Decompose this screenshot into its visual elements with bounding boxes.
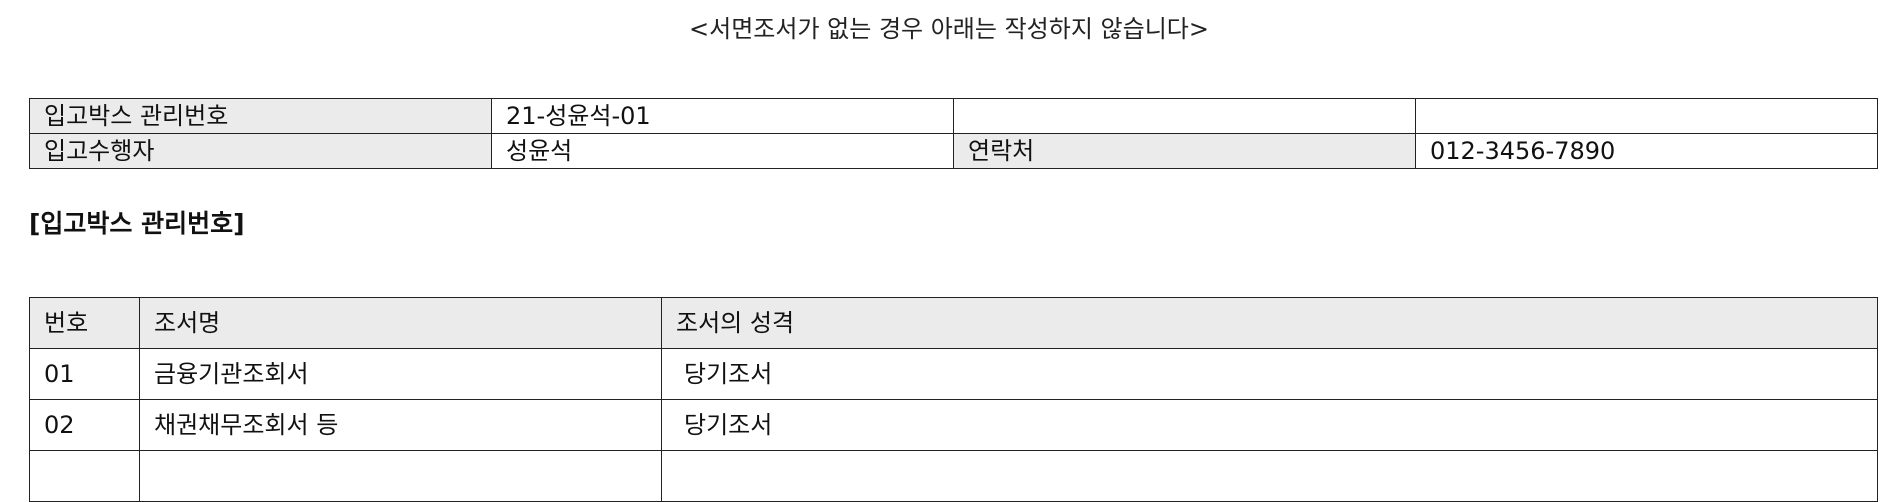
- box-id-label: 입고박스 관리번호: [29, 98, 492, 134]
- box-info-table: 입고박스 관리번호 21-성윤석-01 입고수행자 성윤석 연락처 012-34…: [29, 98, 1878, 169]
- header-number: 번호: [29, 297, 140, 349]
- performer-value: 성윤석: [491, 133, 954, 169]
- performer-label: 입고수행자: [29, 133, 492, 169]
- blank-cell: [953, 98, 1416, 134]
- blank-cell: [1415, 98, 1878, 134]
- row-character: 당기조서: [661, 348, 1878, 400]
- box-id-row: 입고박스 관리번호 21-성윤석-01: [29, 98, 1878, 134]
- row-character: 당기조서: [661, 399, 1878, 451]
- section-title: [입고박스 관리번호]: [29, 209, 245, 238]
- header-name: 조서명: [139, 297, 662, 349]
- table-header-row: 번호 조서명 조서의 성격: [29, 297, 1878, 349]
- table-row: 01 금융기관조회서 당기조서: [29, 348, 1878, 400]
- box-id-value: 21-성윤석-01: [491, 98, 954, 134]
- table-row: 02 채권채무조회서 등 당기조서: [29, 399, 1878, 451]
- row-character: [661, 450, 1878, 502]
- row-number: 01: [29, 348, 140, 400]
- row-number: 02: [29, 399, 140, 451]
- row-name: [139, 450, 662, 502]
- performer-row: 입고수행자 성윤석 연락처 012-3456-7890: [29, 133, 1878, 169]
- contact-value: 012-3456-7890: [1415, 133, 1878, 169]
- contact-label: 연락처: [953, 133, 1416, 169]
- row-number: [29, 450, 140, 502]
- notice-text: <서면조서가 없는 경우 아래는 작성하지 않습니다>: [689, 15, 1209, 43]
- workpaper-list-table: 번호 조서명 조서의 성격 01 금융기관조회서 당기조서 02 채권채무조회서…: [29, 297, 1878, 502]
- row-name: 채권채무조회서 등: [139, 399, 662, 451]
- row-name: 금융기관조회서: [139, 348, 662, 400]
- table-row: [29, 450, 1878, 502]
- header-character: 조서의 성격: [661, 297, 1878, 349]
